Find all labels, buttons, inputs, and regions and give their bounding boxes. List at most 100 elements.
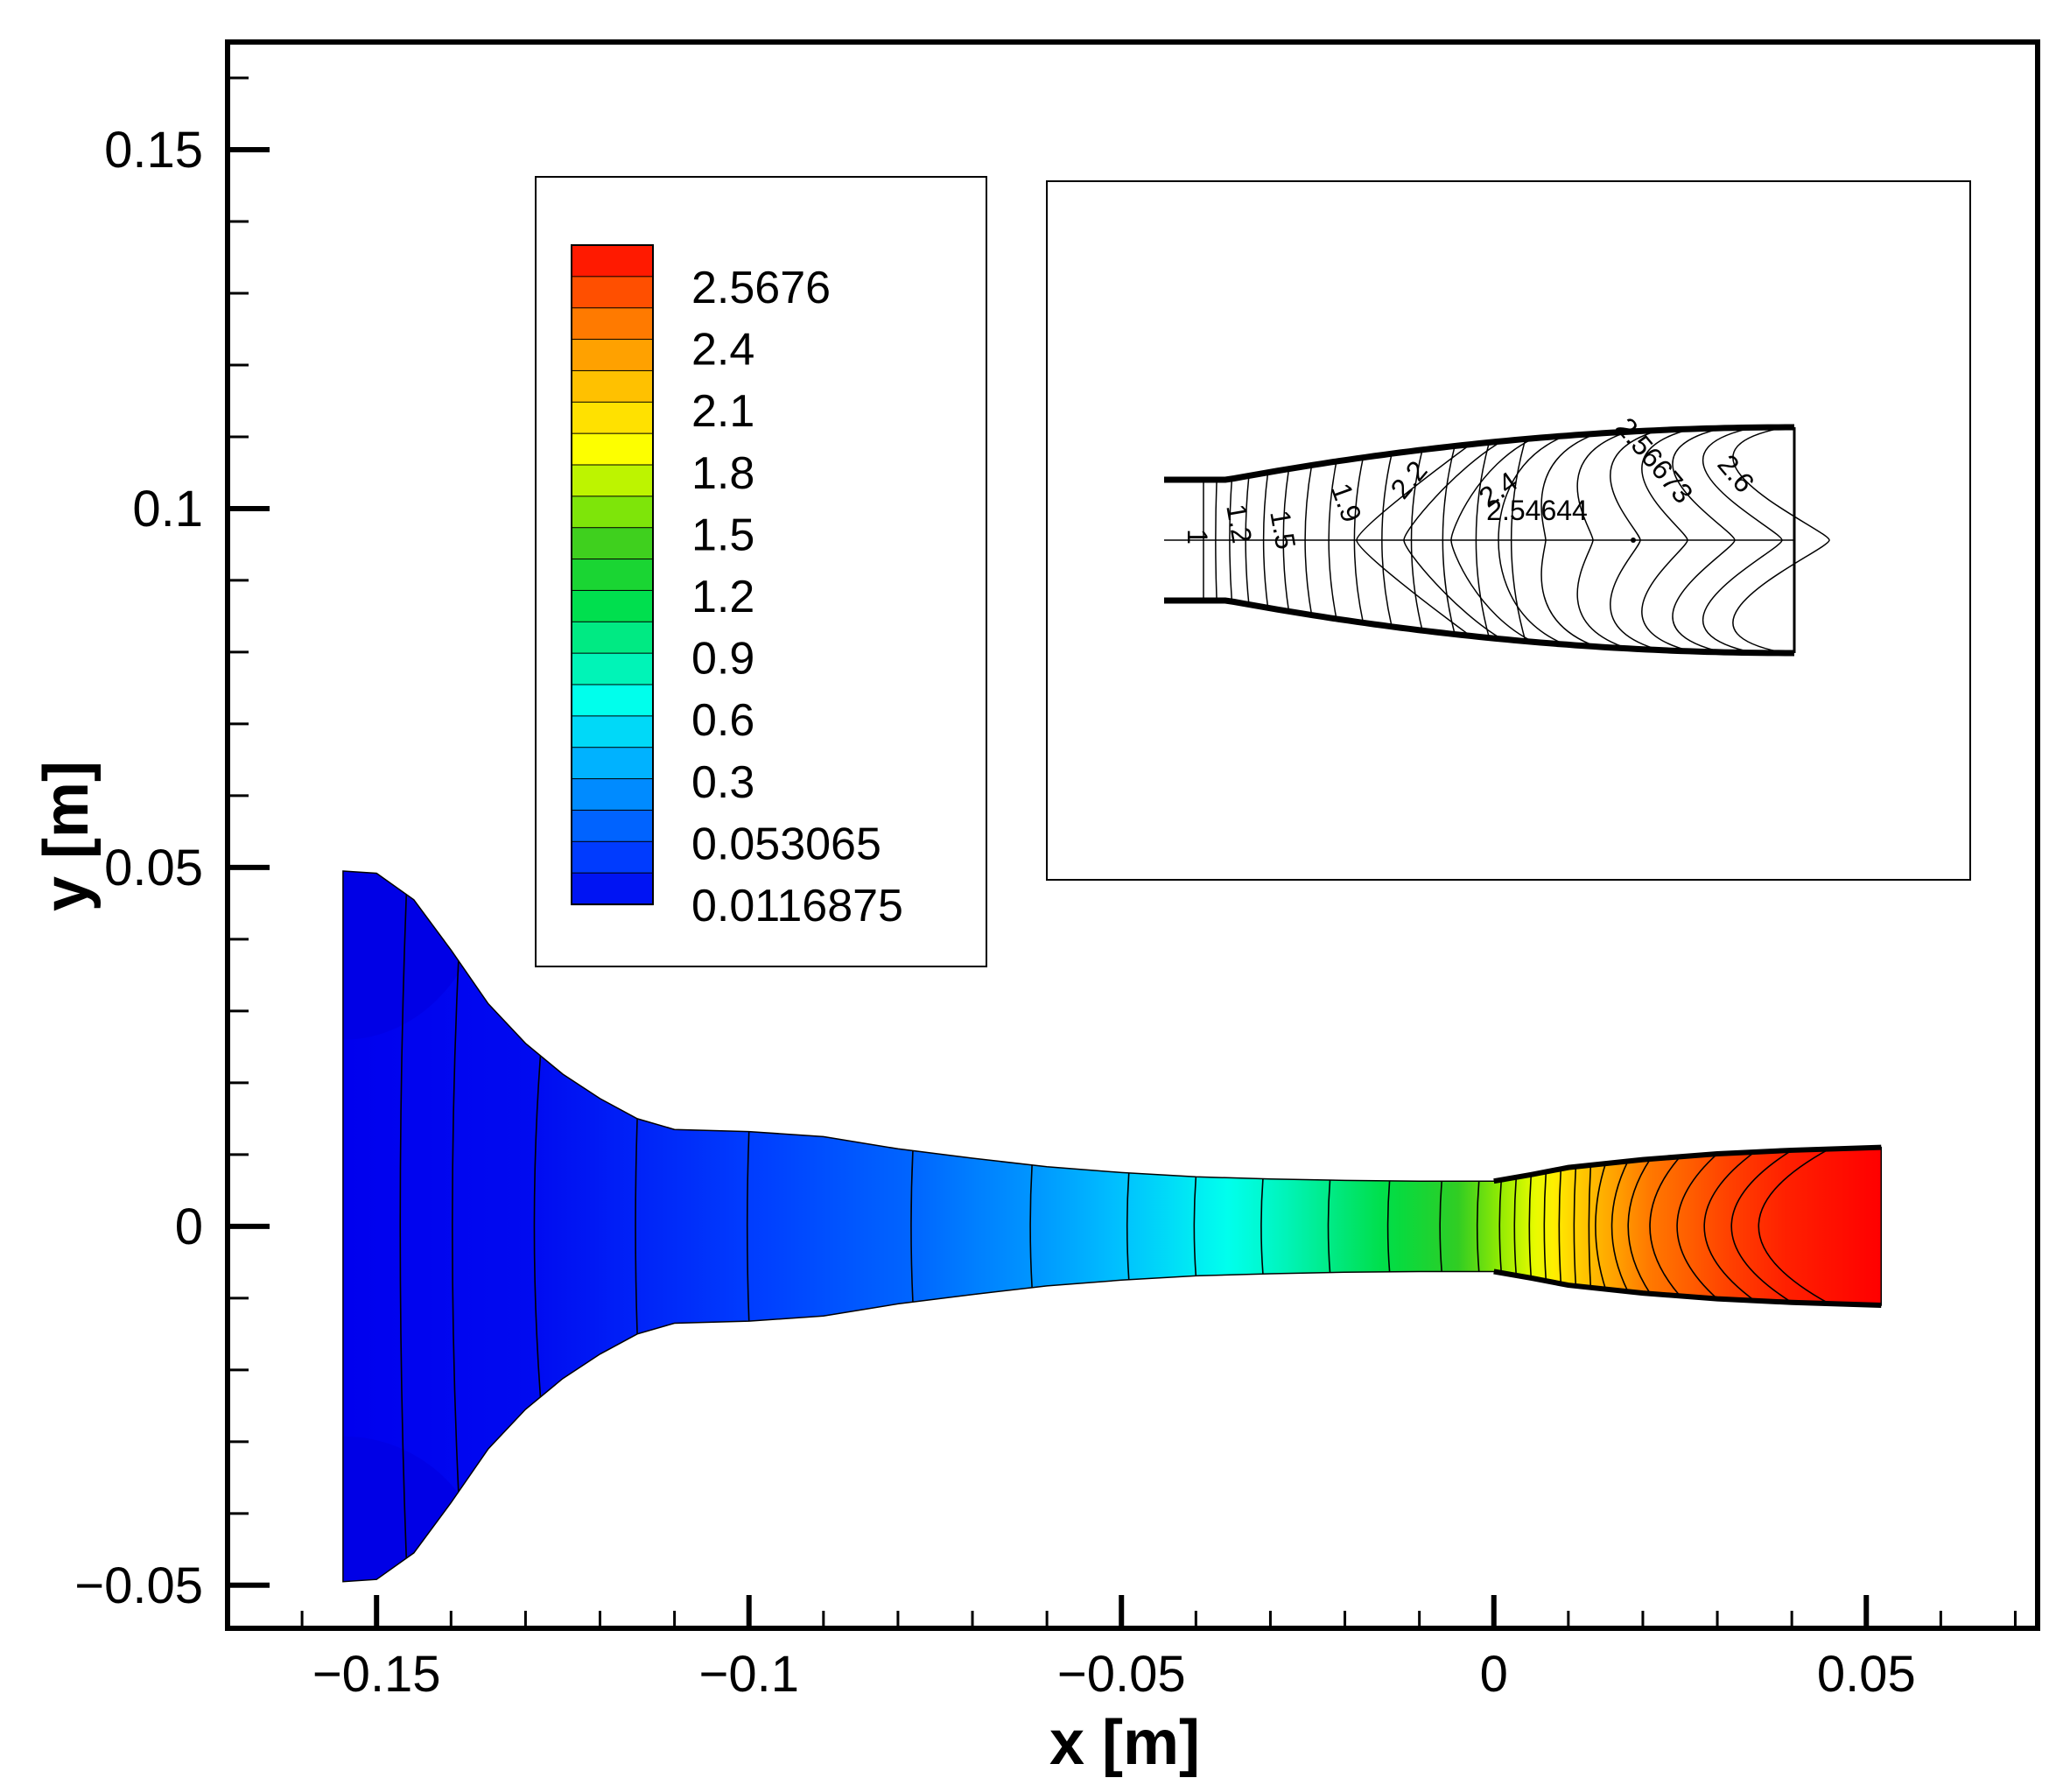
contour-line bbox=[1588, 1164, 1592, 1288]
contour-line bbox=[1193, 1177, 1197, 1276]
legend-swatch bbox=[571, 652, 654, 686]
legend-swatch bbox=[571, 840, 654, 875]
contour-line bbox=[1126, 1172, 1130, 1280]
contour-line bbox=[1476, 1181, 1480, 1272]
nozzle-outline bbox=[342, 870, 1883, 1583]
contour-line bbox=[1386, 1180, 1391, 1272]
contour-line bbox=[1758, 1148, 1830, 1304]
legend-swatch bbox=[571, 872, 654, 906]
legend-label: 1.8 bbox=[691, 448, 754, 499]
inset-contour-line bbox=[1498, 435, 1566, 645]
inset-contour-line bbox=[1576, 431, 1629, 650]
contour-line bbox=[1543, 1171, 1547, 1282]
contour-line bbox=[1649, 1156, 1681, 1297]
y-axis-title: y [m] bbox=[32, 761, 102, 911]
x-tick-label: −0.15 bbox=[312, 1646, 441, 1703]
legend-swatch bbox=[571, 715, 654, 748]
inset-max-marker bbox=[1631, 538, 1636, 543]
inset-contour-line bbox=[1353, 457, 1365, 623]
inset-contour-line bbox=[1442, 446, 1456, 635]
legend-labels: 2.5676 2.4 2.1 1.8 1.5 1.2 0.9 0.6 0.3 0.053065 0.… bbox=[691, 263, 903, 931]
legend-label: 1.5 bbox=[691, 509, 754, 560]
contour-line bbox=[746, 1131, 750, 1322]
inlet-upper-pocket bbox=[342, 871, 488, 1040]
contour-line bbox=[1528, 1174, 1533, 1278]
inset-contour-label: 1.5 bbox=[1264, 508, 1302, 552]
legend-label: 0.9 bbox=[691, 634, 754, 685]
legend-label: 0.6 bbox=[691, 695, 754, 746]
contour-line bbox=[452, 960, 460, 1493]
divergent-wall-lower bbox=[1493, 1268, 1882, 1309]
inset-contour-line bbox=[1540, 432, 1597, 648]
legend-swatch bbox=[571, 464, 654, 497]
inset-contour-line bbox=[1610, 429, 1660, 651]
contour-line bbox=[1573, 1166, 1577, 1287]
legend-swatch bbox=[571, 778, 654, 812]
contour-line bbox=[1558, 1169, 1562, 1284]
inset-contour-line bbox=[1450, 438, 1534, 643]
inset-contour-line bbox=[1475, 442, 1491, 638]
legend-swatch bbox=[571, 432, 654, 467]
legend-swatch bbox=[571, 339, 654, 372]
legend-colorbar bbox=[571, 244, 654, 906]
legend-swatch bbox=[571, 369, 654, 404]
inset-contour-line bbox=[1702, 426, 1783, 654]
legend-swatch bbox=[571, 401, 654, 435]
contour-line bbox=[1627, 1158, 1652, 1295]
inset-contour-line bbox=[1356, 443, 1471, 637]
legend-label: 2.5676 bbox=[691, 263, 831, 313]
inset-contour-line bbox=[1245, 475, 1250, 605]
legend-label: 2.4 bbox=[691, 325, 754, 376]
divergent-wall-upper bbox=[1493, 1144, 1882, 1184]
inset-contour-line bbox=[1641, 428, 1692, 652]
legend-label: 2.1 bbox=[691, 386, 754, 437]
inset-contour-label: 1.2 bbox=[1220, 502, 1258, 545]
x-axis-title: x [m] bbox=[1049, 1708, 1200, 1778]
legend-label: 1.2 bbox=[691, 572, 754, 622]
legend-swatch bbox=[571, 589, 654, 623]
legend-swatch bbox=[571, 621, 654, 655]
contour-line bbox=[635, 1118, 638, 1334]
y-tick-label: 0.15 bbox=[104, 122, 203, 179]
legend-swatch bbox=[571, 307, 654, 341]
inset-contour-line bbox=[1403, 440, 1503, 640]
color-legend: 2.5676 2.4 2.1 1.8 1.5 1.2 0.9 0.6 0.3 0.053065 0.… bbox=[535, 176, 987, 967]
inset-contour-line bbox=[1215, 479, 1217, 601]
contour-line bbox=[1029, 1164, 1033, 1288]
x-tick-label: −0.05 bbox=[1057, 1646, 1186, 1703]
legend-swatch bbox=[571, 244, 654, 278]
inset-contour-line bbox=[1672, 427, 1736, 653]
contour-line bbox=[1595, 1163, 1607, 1290]
inset-contour-line bbox=[1510, 439, 1526, 642]
x-tick-label: 0.05 bbox=[1817, 1646, 1916, 1703]
contour-line bbox=[910, 1150, 914, 1303]
legend-colorbar-frame bbox=[571, 244, 654, 905]
contour-line bbox=[1498, 1179, 1503, 1274]
contour-line bbox=[1730, 1149, 1793, 1304]
inset-contour-line bbox=[1282, 468, 1290, 612]
inset-contour-line bbox=[1262, 472, 1269, 608]
inset-contour-label: 1 bbox=[1182, 529, 1213, 545]
inset-contour-label: 2.54644 bbox=[1486, 495, 1588, 526]
contour-line bbox=[1610, 1161, 1629, 1292]
legend-swatch bbox=[571, 527, 654, 560]
axis-tick-labels: −0.15 −0.1 −0.05 0 0.05 −0.05 0 0.05 0.1 0.15 bbox=[74, 122, 1915, 1703]
legend-swatch bbox=[571, 684, 654, 717]
legend-swatch bbox=[571, 559, 654, 592]
contour-line bbox=[1327, 1179, 1331, 1273]
axis-ticks bbox=[228, 76, 2017, 1628]
legend-label: 0.3 bbox=[691, 757, 754, 808]
x-tick-label: −0.1 bbox=[698, 1646, 799, 1703]
contour-line bbox=[1513, 1177, 1518, 1275]
contour-line bbox=[1260, 1178, 1264, 1275]
inset-contour-line bbox=[1328, 460, 1337, 620]
y-tick-label: 0.1 bbox=[132, 481, 203, 538]
legend-swatch bbox=[571, 495, 654, 529]
inset-contour-line bbox=[1381, 453, 1393, 627]
contour-line bbox=[533, 1055, 542, 1397]
inset-contour-line bbox=[1410, 449, 1423, 631]
y-tick-label: 0 bbox=[175, 1198, 203, 1255]
y-tick-label: −0.05 bbox=[74, 1557, 203, 1614]
